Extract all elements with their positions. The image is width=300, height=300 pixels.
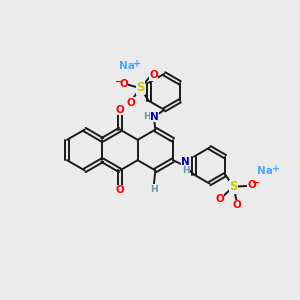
Text: −: −: [252, 177, 260, 188]
Text: H: H: [150, 184, 158, 194]
Text: −: −: [115, 76, 123, 87]
Text: +: +: [133, 59, 141, 69]
Text: O: O: [247, 180, 256, 190]
Text: O: O: [116, 105, 124, 115]
Text: N: N: [150, 112, 159, 122]
Text: Na: Na: [119, 61, 135, 71]
Text: H: H: [143, 112, 151, 121]
Text: S: S: [229, 180, 238, 194]
Text: O: O: [215, 194, 224, 204]
Text: O: O: [233, 200, 242, 210]
Text: H: H: [182, 166, 189, 175]
Text: O: O: [127, 98, 136, 108]
Text: +: +: [272, 164, 280, 175]
Text: O: O: [116, 185, 124, 195]
Text: O: O: [149, 70, 158, 80]
Text: S: S: [136, 81, 145, 94]
Text: Na: Na: [257, 166, 273, 176]
Text: N: N: [181, 157, 190, 167]
Text: O: O: [119, 79, 128, 89]
